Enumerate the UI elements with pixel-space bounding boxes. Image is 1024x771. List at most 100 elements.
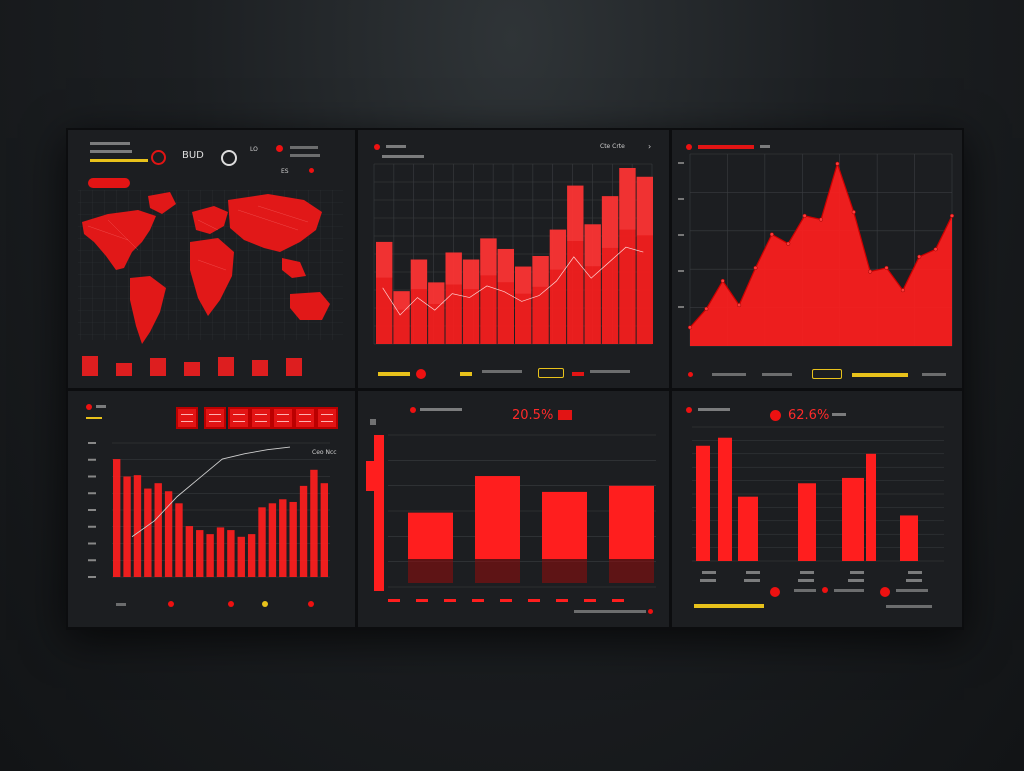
x-tick <box>746 571 760 574</box>
x-tick <box>702 571 716 574</box>
bar <box>515 266 532 344</box>
combo-chart <box>88 442 330 578</box>
bar-highlight <box>376 241 393 278</box>
bar <box>601 196 619 344</box>
bar <box>619 168 636 344</box>
globe-icon[interactable] <box>221 150 237 166</box>
bar <box>268 503 277 577</box>
big-value: 62.6% <box>788 408 830 423</box>
y-tick <box>88 492 96 495</box>
panel-icon <box>374 144 380 150</box>
europe <box>192 206 228 234</box>
bar <box>289 501 297 577</box>
chevron-right-icon[interactable]: › <box>648 142 652 151</box>
data-point <box>835 161 840 166</box>
legend-dot <box>168 601 174 607</box>
bar <box>567 185 584 344</box>
header-right-label: Cte Crte <box>600 143 625 150</box>
bar <box>428 282 445 344</box>
yellow-tag[interactable] <box>812 369 842 379</box>
y-tick <box>678 306 684 308</box>
area-chart <box>678 153 955 347</box>
bar <box>376 241 393 344</box>
record-icon[interactable] <box>880 587 890 597</box>
bar-highlight <box>462 259 480 290</box>
record-icon[interactable] <box>770 410 781 421</box>
bar <box>123 476 131 577</box>
data-point <box>786 241 791 246</box>
toggle-button-2[interactable] <box>204 407 226 429</box>
x-tick <box>584 599 596 602</box>
mid-bar-chart <box>366 434 656 602</box>
y-tick <box>88 559 96 562</box>
bar <box>900 515 918 561</box>
bar-highlight <box>532 256 549 287</box>
bar <box>497 248 514 344</box>
toggle-button-3[interactable] <box>228 407 250 429</box>
expand-icon[interactable] <box>558 410 572 420</box>
x-tick <box>908 571 922 574</box>
y-axis-marker <box>366 461 374 491</box>
bar-highlight <box>428 282 445 304</box>
bar <box>206 534 214 577</box>
y-tick <box>678 234 684 236</box>
toggle-button-4[interactable] <box>250 407 272 429</box>
combo-chart-panel: Ceo Ncc <box>68 391 355 627</box>
panel-icon <box>686 144 692 150</box>
x-tick <box>906 579 922 582</box>
record-icon[interactable] <box>416 369 426 379</box>
north-america <box>82 210 156 270</box>
world-map-panel: BUD LO ES <box>68 130 355 388</box>
data-point <box>720 278 725 283</box>
x-tick <box>416 599 428 602</box>
bar <box>549 229 567 344</box>
bar <box>410 259 428 344</box>
y-tick <box>88 458 96 461</box>
bar-highlight <box>619 168 636 230</box>
data-point <box>704 306 709 311</box>
bar-reflection <box>609 559 654 583</box>
y-axis-bar <box>374 435 384 591</box>
legend-dot <box>648 609 653 614</box>
panel-icon <box>410 407 416 413</box>
bar-highlight <box>567 185 584 242</box>
toggle-button-7[interactable] <box>316 407 338 429</box>
x-tick <box>528 599 540 602</box>
stat-label: BUD <box>182 150 204 161</box>
south-america <box>130 276 166 344</box>
bar-chart <box>373 163 653 345</box>
data-point <box>769 232 774 237</box>
legend-dot <box>228 601 234 607</box>
bar <box>584 224 601 344</box>
toggle-button-1[interactable] <box>176 407 198 429</box>
legend-bar <box>116 363 132 376</box>
bar <box>320 483 328 577</box>
big-value: 20.5% <box>512 408 554 423</box>
data-point <box>687 325 693 330</box>
es-label: ES <box>281 168 289 175</box>
bar-highlight <box>410 259 428 290</box>
toggle-button-5[interactable] <box>272 407 294 429</box>
status-icon <box>309 168 314 173</box>
bar <box>738 496 758 561</box>
yellow-tag[interactable] <box>538 368 564 378</box>
bar <box>299 485 308 577</box>
top-right-label: LO <box>250 146 258 153</box>
x-tick <box>556 599 568 602</box>
bar <box>696 445 710 561</box>
bar <box>475 476 520 559</box>
southeast-asia <box>282 258 306 278</box>
indicator-icon <box>276 145 283 152</box>
x-tick <box>800 571 814 574</box>
bar <box>310 469 318 577</box>
y-tick <box>678 198 684 200</box>
filter-button[interactable] <box>88 178 130 188</box>
legend-bar <box>150 358 166 376</box>
bar-highlight <box>601 196 619 248</box>
logo-icon <box>151 150 166 165</box>
bar-highlight <box>393 291 410 310</box>
record-icon[interactable] <box>770 587 780 597</box>
bar-highlight <box>480 238 497 276</box>
bar <box>408 512 453 559</box>
toggle-button-6[interactable] <box>294 407 316 429</box>
